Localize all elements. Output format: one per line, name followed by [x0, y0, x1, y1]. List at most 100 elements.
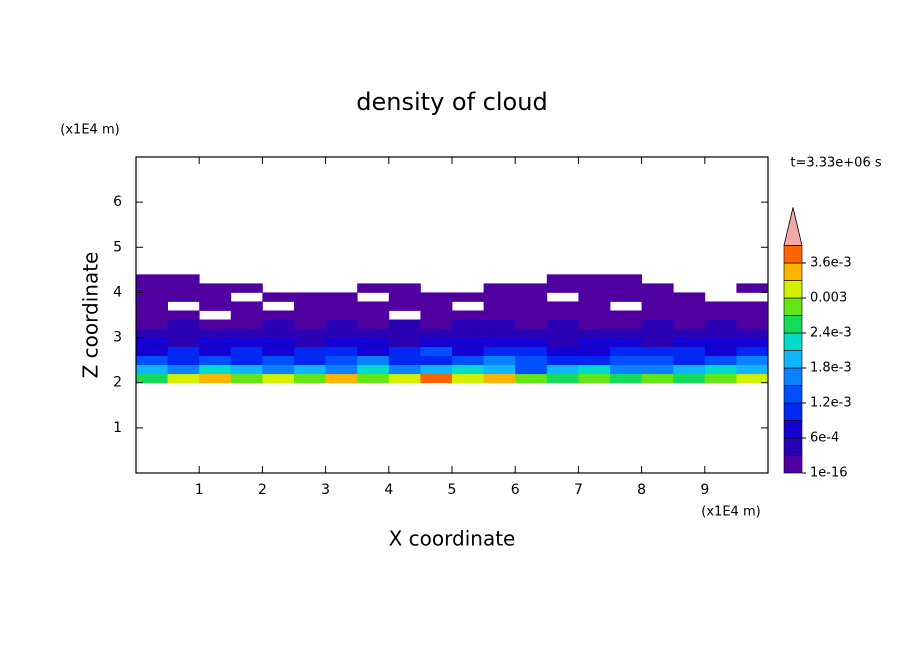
contour-cell: [420, 301, 453, 311]
contour-cell: [515, 364, 548, 375]
contour-cell: [325, 355, 358, 366]
contour-cell: [388, 355, 421, 366]
contour-cell: [325, 292, 358, 302]
contour-cell: [546, 319, 579, 329]
contour-cell: [230, 364, 263, 375]
contour-cell: [641, 328, 674, 338]
contour-cell: [136, 274, 168, 284]
contour-cell: [230, 328, 263, 338]
colorbar-box: [783, 280, 803, 299]
contour-cell: [262, 355, 295, 366]
contour-cell: [262, 364, 295, 375]
y-tick-label: 2: [113, 375, 122, 391]
contour-cell: [388, 328, 421, 338]
x-tick-label: 5: [448, 482, 457, 498]
contour-cell: [325, 328, 358, 338]
contour-cell: [262, 292, 295, 302]
contour-cell: [578, 274, 611, 284]
contour-cell: [546, 373, 579, 384]
contour-cell: [610, 337, 642, 347]
contour-cell: [483, 337, 516, 347]
colorbar-label: 6e-4: [810, 431, 839, 446]
contour-cell: [673, 301, 706, 311]
contour-cell: [136, 319, 168, 329]
contour-cell: [167, 337, 200, 347]
contour-cell: [167, 364, 200, 375]
contour-cell: [136, 328, 168, 338]
colorbar-box: [783, 367, 803, 386]
contour-cell: [357, 355, 390, 366]
contour-cell: [325, 301, 358, 311]
contour-cell: [388, 283, 421, 293]
contour-cell: [199, 364, 232, 375]
contour-cell: [673, 373, 706, 384]
contour-cell: [452, 373, 484, 384]
contour-cell: [578, 346, 611, 357]
contour-cell: [641, 355, 674, 366]
contour-cell: [483, 310, 516, 320]
contour-cell: [736, 301, 769, 311]
colorbar-label: 1.8e-3: [810, 361, 852, 376]
contour-cell: [199, 292, 232, 302]
contour-cell: [167, 355, 200, 366]
colorbar-box: [783, 420, 803, 439]
contour-cell: [515, 310, 548, 320]
contour-cell: [325, 310, 358, 320]
contour-cell: [515, 292, 548, 302]
colorbar-label: 0.003: [810, 291, 847, 306]
contour-cell: [546, 346, 579, 357]
contour-cell: [483, 373, 516, 384]
contour-cell: [641, 319, 674, 329]
contour-cell: [452, 310, 484, 320]
contour-cell: [420, 373, 453, 384]
contour-cell: [420, 328, 453, 338]
contour-cell: [420, 355, 453, 366]
contour-cell: [294, 292, 326, 302]
contour-cell: [483, 283, 516, 293]
contour-cell: [136, 301, 168, 311]
contour-cell: [136, 373, 168, 384]
contour-cell: [420, 319, 453, 329]
contour-cell: [230, 283, 263, 293]
contour-cell: [167, 310, 200, 320]
x-tick-label: 6: [511, 482, 520, 498]
contour-cell: [136, 364, 168, 375]
contour-cell: [388, 346, 421, 357]
contour-cell: [704, 328, 737, 338]
contour-cell: [641, 346, 674, 357]
contour-cell: [388, 373, 421, 384]
contour-cell: [452, 364, 484, 375]
contour-cell: [357, 310, 390, 320]
y-tick-label: 4: [113, 284, 122, 300]
x-tick-label: 4: [384, 482, 393, 498]
contour-cell: [420, 337, 453, 347]
contour-cell: [388, 301, 421, 311]
contour-cell: [357, 328, 390, 338]
contour-cell: [230, 355, 263, 366]
contour-cell: [230, 337, 263, 347]
contour-cell: [610, 319, 642, 329]
contour-cell: [230, 346, 263, 357]
contour-cell: [515, 355, 548, 366]
contour-cell: [578, 337, 611, 347]
contour-cell: [483, 328, 516, 338]
colorbar-label: 2.4e-3: [810, 326, 852, 341]
contour-cell: [262, 328, 295, 338]
contour-cell: [578, 364, 611, 375]
contour-cell: [673, 319, 706, 329]
contour-cell: [420, 364, 453, 375]
contour-cell: [199, 346, 232, 357]
contour-cell: [704, 319, 737, 329]
contour-cell: [515, 283, 548, 293]
contour-cell: [515, 328, 548, 338]
contour-cell: [199, 283, 232, 293]
contour-cell: [641, 337, 674, 347]
contour-cell: [546, 301, 579, 311]
contour-cell: [388, 337, 421, 347]
contour-cell: [357, 364, 390, 375]
contour-cell: [704, 337, 737, 347]
contour-cell: [546, 355, 579, 366]
x-tick-label: 9: [700, 482, 709, 498]
contour-cell: [610, 373, 642, 384]
contour-cell: [199, 337, 232, 347]
